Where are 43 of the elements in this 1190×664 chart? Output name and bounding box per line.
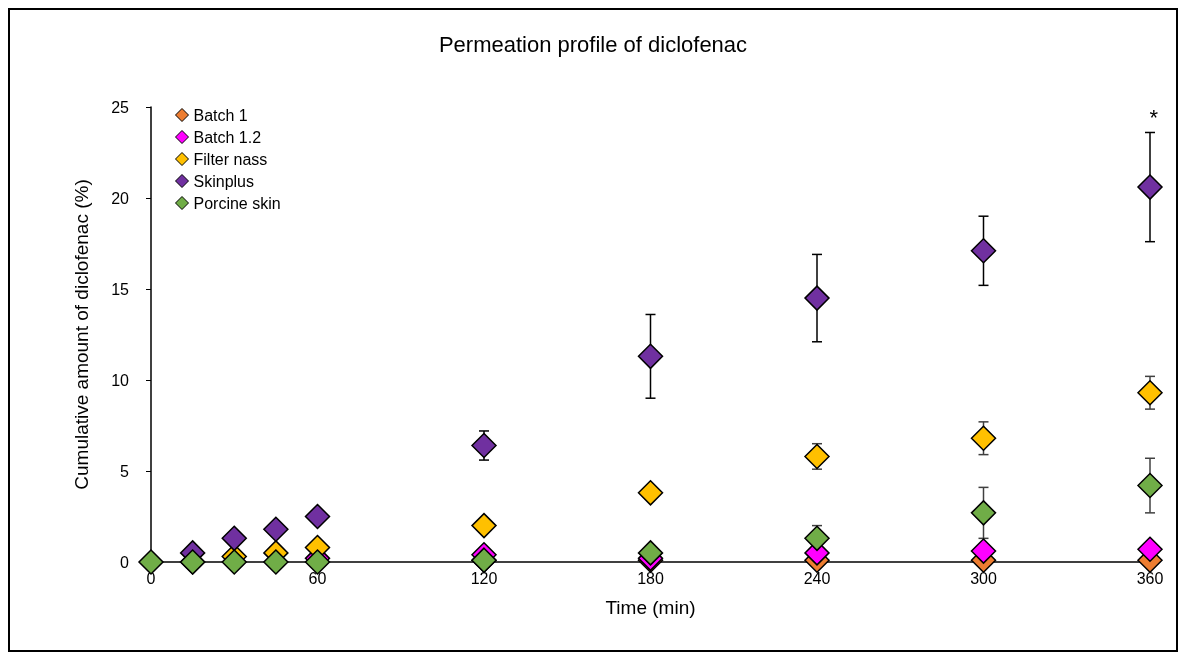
- point: [471, 512, 497, 539]
- point: [970, 238, 997, 264]
- y-tick-label: 10: [111, 371, 130, 389]
- y-tick-label: 5: [120, 462, 130, 480]
- legend-label: Porcine skin: [193, 194, 281, 212]
- point: [970, 500, 997, 526]
- point: [263, 516, 289, 542]
- point: [263, 549, 289, 575]
- point: [221, 525, 247, 552]
- y-tick-label: 0: [120, 553, 130, 571]
- x-axis-title: Time (min): [605, 597, 696, 618]
- point: [804, 525, 830, 552]
- x-tick-label: 240: [803, 569, 831, 587]
- y-tick-label: 15: [111, 280, 130, 298]
- legend-label: Batch 1.2: [193, 128, 262, 146]
- legend-label: Filter nass: [193, 150, 268, 168]
- point: [1137, 536, 1163, 563]
- x-tick-label: 180: [637, 569, 664, 587]
- point: [221, 549, 247, 575]
- chart-title: Permeation profile of diclofenac: [438, 31, 748, 57]
- y-axis-title: Cumulative amount of diclofenac (%): [71, 179, 92, 490]
- x-tick-label: 300: [970, 569, 997, 587]
- x-tick-label: 120: [470, 569, 498, 587]
- point: [138, 549, 164, 575]
- y-tick-label: 20: [111, 189, 130, 207]
- point: [970, 425, 997, 451]
- point: [304, 503, 331, 530]
- point: [1137, 174, 1163, 200]
- legend-label: Batch 1: [193, 106, 248, 124]
- y-tick-label: 25: [111, 98, 130, 116]
- annotation: *: [1149, 104, 1159, 130]
- x-tick-label: 60: [308, 569, 327, 587]
- point: [471, 432, 497, 459]
- point: [1137, 472, 1163, 499]
- point: [1137, 379, 1163, 406]
- point: [637, 343, 664, 370]
- x-tick-label: 360: [1136, 569, 1164, 587]
- point: [804, 285, 830, 311]
- point: [804, 443, 830, 470]
- point: [637, 480, 664, 506]
- legend-label: Skinplus: [193, 172, 254, 190]
- point: [970, 538, 997, 564]
- point: [637, 540, 664, 566]
